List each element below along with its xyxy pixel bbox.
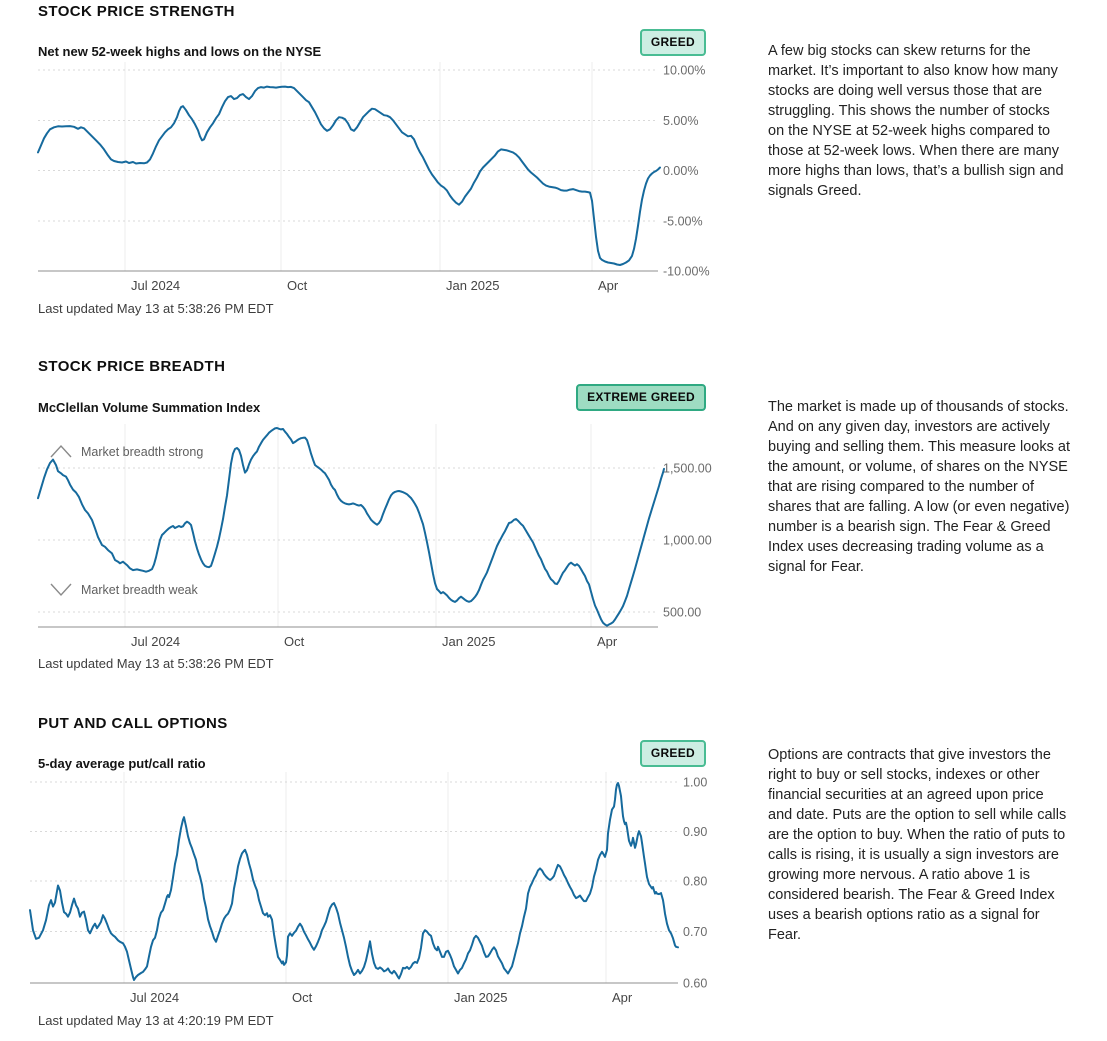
rating-badge-stock-price-breadth: EXTREME GREED [576,384,706,411]
description-put-and-call-options: Options are contracts that give investor… [768,747,1067,943]
x-tick-label: Jan 2025 [442,634,496,649]
y-tick-label: -5.00% [663,215,703,229]
chart-title-put-call-ratio: 5-day average put/call ratio [38,756,206,771]
x-tick-label: Jul 2024 [131,278,180,293]
annotation-label: Market breadth strong [81,444,204,459]
y-tick-label: -10.00% [663,265,710,279]
y-tick-label: 1,500.00 [663,462,712,476]
y-tick-label: 0.60 [683,977,707,991]
annotation-label: Market breadth weak [81,582,198,597]
y-tick-label: 1.00 [683,776,707,790]
series-line [37,85,661,266]
description-stock-price-strength: A few big stocks can skew returns for th… [768,43,1064,199]
x-tick-label: Oct [292,990,313,1005]
y-tick-label: 500.00 [663,606,701,620]
last-updated-stock-price-strength: Last updated May 13 at 5:38:26 PM EDT [38,301,274,316]
y-tick-label: 0.00% [663,164,698,178]
series-line [29,782,679,981]
annotation-market-breadth-strong: Market breadth strong [50,444,203,459]
y-tick-label: 0.90 [683,825,707,839]
section-title-put-and-call-options: PUT AND CALL OPTIONS [38,715,228,732]
last-updated-stock-price-breadth: Last updated May 13 at 5:38:26 PM EDT [38,656,274,671]
y-tick-label: 5.00% [663,114,698,128]
x-tick-label: Apr [597,634,618,649]
y-tick-label: 1,000.00 [663,534,712,548]
annotation-market-breadth-weak: Market breadth weak [50,582,198,597]
chevron-up-icon [50,444,72,459]
rating-badge-put-and-call-options: GREED [639,740,706,767]
y-tick-label: 0.80 [683,875,707,889]
chart-title-mcclellan-index: McClellan Volume Summation Index [38,400,261,415]
x-tick-label: Apr [598,278,619,293]
x-tick-label: Jan 2025 [446,278,500,293]
chevron-down-icon [50,582,72,597]
x-tick-label: Jan 2025 [454,990,508,1005]
x-tick-label: Jul 2024 [130,990,179,1005]
section-title-stock-price-breadth: STOCK PRICE BREADTH [38,358,226,375]
description-stock-price-breadth: The market is made up of thousands of st… [768,399,1070,575]
x-tick-label: Oct [284,634,305,649]
x-tick-label: Jul 2024 [131,634,180,649]
y-tick-label: 0.70 [683,925,707,939]
section-title-stock-price-strength: STOCK PRICE STRENGTH [38,3,235,20]
y-tick-label: 10.00% [663,64,705,78]
rating-badge-stock-price-strength: GREED [639,29,706,56]
x-tick-label: Oct [287,278,308,293]
x-tick-label: Apr [612,990,633,1005]
last-updated-put-and-call-options: Last updated May 13 at 4:20:19 PM EDT [38,1013,274,1028]
chart-title-net-new-highs-lows: Net new 52-week highs and lows on the NY… [38,44,322,59]
